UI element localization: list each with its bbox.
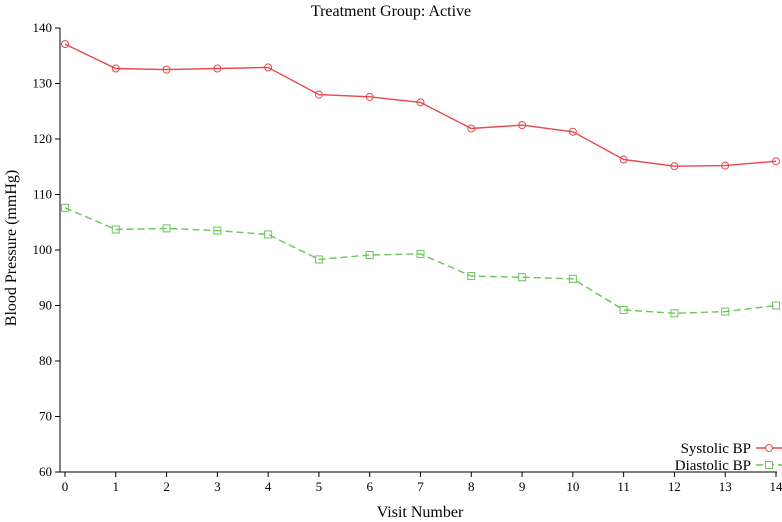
data-point: [264, 63, 273, 72]
x-tick-label: 4: [265, 479, 272, 494]
data-point: [162, 224, 171, 233]
x-tick-label: 2: [163, 479, 170, 494]
data-point: [314, 255, 323, 264]
data-point: [314, 90, 323, 99]
chart-title: Treatment Group: Active: [311, 3, 471, 20]
y-tick-label: 100: [33, 242, 53, 257]
y-tick-label: 120: [33, 131, 53, 146]
y-tick-label: 80: [39, 353, 52, 368]
data-point: [568, 274, 577, 283]
data-point: [111, 64, 120, 73]
data-point: [721, 161, 730, 170]
data-point: [772, 157, 780, 166]
y-tick-label: 60: [39, 464, 52, 479]
data-point: [670, 309, 679, 318]
data-point: [518, 273, 527, 282]
x-tick-label: 10: [566, 479, 579, 494]
y-tick-label: 130: [33, 76, 53, 91]
data-point: [721, 307, 730, 316]
data-point: [264, 230, 273, 239]
plot-series: [61, 40, 780, 318]
data-point: [365, 92, 374, 101]
data-point: [619, 155, 628, 164]
y-tick-label: 90: [39, 298, 52, 313]
data-point: [365, 250, 374, 259]
data-point: [568, 127, 577, 136]
x-tick-label: 7: [417, 479, 424, 494]
data-point: [162, 65, 171, 74]
y-tick-label: 140: [33, 20, 53, 35]
x-axis-title: Visit Number: [377, 504, 464, 521]
data-point: [518, 121, 527, 130]
x-tick-label: 13: [719, 479, 732, 494]
x-tick-label: 8: [468, 479, 475, 494]
data-point: [61, 203, 69, 212]
data-point: [416, 98, 425, 107]
data-point: [111, 225, 120, 234]
data-point: [416, 249, 425, 258]
series-line: [64, 43, 777, 167]
data-point: [213, 64, 222, 73]
y-axis: 60 70 80 90 100 110 120 130 140: [33, 20, 61, 479]
legend-label: Systolic BP: [681, 441, 751, 457]
data-point: [467, 272, 476, 281]
legend-item: Diastolic BP: [675, 458, 782, 474]
series-diastolic-bp: [61, 203, 780, 318]
x-tick-label: 5: [316, 479, 323, 494]
series-systolic-bp: [61, 40, 780, 171]
y-tick-label: 70: [39, 409, 52, 424]
x-tick-label: 11: [617, 479, 630, 494]
series-line: [64, 207, 777, 315]
x-tick-label: 14: [770, 479, 782, 494]
x-axis: 0 1 2 3 4 5 6 7 8 9 10 11 12 13 14: [60, 471, 782, 494]
x-tick-label: 9: [519, 479, 526, 494]
x-tick-label: 6: [366, 479, 373, 494]
x-tick-label: 3: [214, 479, 221, 494]
data-point: [670, 162, 679, 171]
legend-item: Systolic BP: [681, 441, 782, 457]
legend-marker: [765, 444, 773, 452]
data-point: [619, 305, 628, 314]
legend-marker: [765, 461, 773, 469]
data-point: [467, 124, 476, 133]
data-point: [772, 301, 780, 310]
legend-label: Diastolic BP: [675, 458, 751, 474]
data-point: [61, 40, 69, 49]
data-point: [213, 226, 222, 235]
x-tick-label: 1: [113, 479, 120, 494]
x-tick-label: 0: [62, 479, 69, 494]
y-axis-title: Blood Pressure (mmHg): [3, 170, 20, 326]
x-tick-label: 12: [668, 479, 681, 494]
y-tick-label: 110: [33, 187, 52, 202]
